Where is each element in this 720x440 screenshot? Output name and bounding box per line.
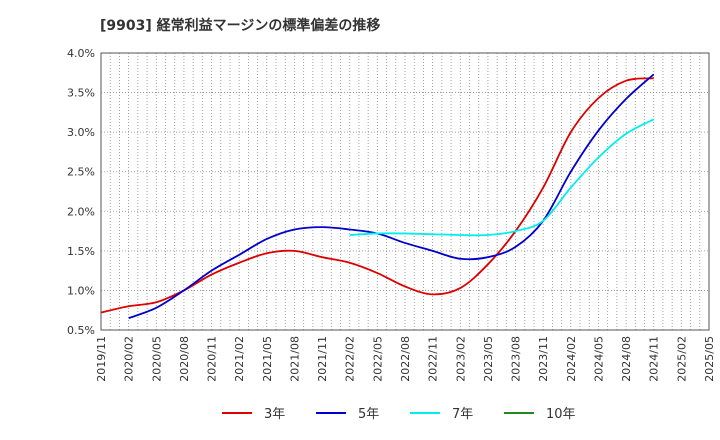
x-tick-label: 2021/08 bbox=[288, 336, 301, 382]
x-tick-label: 2019/11 bbox=[95, 336, 108, 382]
x-tick-label: 2024/11 bbox=[648, 336, 661, 382]
y-axis-ticks: 0.5% 1.0% 1.5% 2.0% 2.5% 3.0% 3.5% 4.0% bbox=[67, 47, 95, 337]
x-tick-label: 2020/02 bbox=[123, 336, 136, 382]
y-tick-label: 2.0% bbox=[67, 205, 95, 218]
legend-label-2: 7年 bbox=[452, 407, 473, 422]
x-tick-label: 2023/11 bbox=[537, 336, 550, 382]
series-lines bbox=[100, 73, 655, 319]
x-tick-label: 2023/08 bbox=[510, 336, 523, 382]
series-line-1 bbox=[128, 73, 655, 319]
x-tick-label: 2024/02 bbox=[565, 336, 578, 382]
y-tick-label: 4.0% bbox=[67, 47, 95, 60]
y-tick-label: 1.5% bbox=[67, 245, 95, 258]
y-tick-label: 1.0% bbox=[67, 284, 95, 297]
x-axis-ticks: 2019/11 2020/02 2020/05 2020/08 2020/11 2021/… bbox=[95, 336, 716, 382]
y-tick-label: 0.5% bbox=[67, 324, 95, 337]
x-tick-label: 2020/05 bbox=[150, 336, 163, 382]
x-tick-label: 2022/05 bbox=[371, 336, 384, 382]
legend-label-0: 3年 bbox=[264, 407, 285, 422]
x-tick-label: 2022/11 bbox=[427, 336, 440, 382]
x-tick-label: 2024/05 bbox=[592, 336, 605, 382]
x-tick-label: 2024/08 bbox=[620, 336, 633, 382]
x-tick-label: 2021/02 bbox=[233, 336, 246, 382]
x-tick-label: 2023/02 bbox=[454, 336, 467, 382]
x-tick-label: 2021/11 bbox=[316, 336, 329, 382]
grid bbox=[100, 52, 710, 331]
y-tick-label: 3.0% bbox=[67, 126, 95, 139]
series-line-0 bbox=[100, 77, 654, 314]
series-line-2 bbox=[349, 118, 655, 237]
x-tick-label: 2025/05 bbox=[703, 336, 716, 382]
x-tick-label: 2021/05 bbox=[261, 336, 274, 382]
plot-area-border bbox=[100, 52, 710, 331]
legend-label-3: 10年 bbox=[546, 407, 576, 422]
x-tick-label: 2025/02 bbox=[675, 336, 688, 382]
y-tick-label: 3.5% bbox=[67, 87, 95, 100]
x-tick-label: 2020/08 bbox=[178, 336, 191, 382]
x-tick-label: 2023/05 bbox=[482, 336, 495, 382]
legend: 3年 5年 7年 10年 bbox=[222, 407, 576, 422]
x-tick-label: 2022/08 bbox=[399, 336, 412, 382]
x-tick-label: 2020/11 bbox=[206, 336, 219, 382]
legend-label-1: 5年 bbox=[358, 407, 379, 422]
chart-title: [9903] 経常利益マージンの標準偏差の推移 bbox=[100, 17, 380, 34]
y-tick-label: 2.5% bbox=[67, 166, 95, 179]
x-tick-label: 2022/02 bbox=[344, 336, 357, 382]
